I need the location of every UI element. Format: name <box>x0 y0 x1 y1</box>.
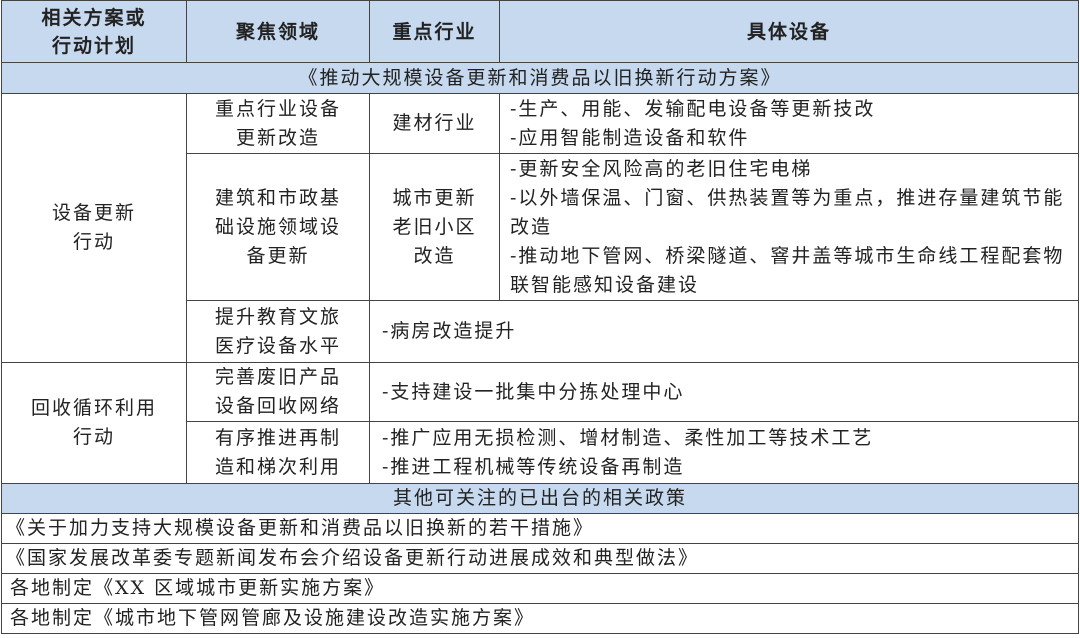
table-row: 建筑和市政基础设施领域设备更新 城市更新老旧小区改造 -更新安全风险高的老旧住宅… <box>2 153 1079 301</box>
industry-cell: 建材行业 <box>369 93 500 154</box>
table-row: 提升教育文旅医疗设备水平 -病房改造提升 <box>2 300 1079 363</box>
policy-cell: 《关于加力支持大规模设备更新和消费品以旧换新的若干措施》 <box>1 513 1079 544</box>
table-row: 设备更新行动 重点行业设备更新改造 建材行业 -生产、用能、发输配电设备等更新技… <box>1 93 1079 363</box>
equipment-item: -推进工程机械等传统设备再制造 <box>382 455 685 478</box>
area-cell: 完善废旧产品设备回收网络 <box>186 362 370 422</box>
policy-row: 各地制定《XX 区域城市更新实施方案》 <box>1 573 1079 604</box>
equipment-item: -支持建设一批集中分拣处理中心 <box>382 380 685 403</box>
policy-row: 《关于加力支持大规模设备更新和消费品以旧换新的若干措施》 <box>1 513 1079 544</box>
equipment-item: -生产、用能、发输配电设备等更新技改 <box>510 97 876 120</box>
equipment-item: -推动地下管网、桥梁隧道、窨井盖等城市生命线工程配套物联智能感知设备建设 <box>510 244 1065 296</box>
policy-row: 《国家发展改革委专题新闻发布会介绍设备更新行动进展成效和典型做法》 <box>1 543 1079 574</box>
equipment-item: -病房改造提升 <box>382 320 517 342</box>
table-row: 有序推进再制造和梯次利用 -推广应用无损检测、增材制造、柔性加工等技术工艺 -推… <box>2 421 1079 484</box>
section-banner: 其他可关注的已出台的相关政策 <box>1 483 1079 514</box>
section-banner: 《推动大规模设备更新和消费品以旧换新行动方案》 <box>1 62 1079 94</box>
equipment-item: -以外墙保温、门窗、供热装置等为重点，推进存量建筑节能改造 <box>510 186 1065 238</box>
plan-cell: 设备更新行动 <box>1 93 187 363</box>
policy-row: 各地制定《城市地下管网管廊及设施建设改造实施方案》 <box>1 603 1079 634</box>
banner-row: 其他可关注的已出台的相关政策 <box>1 483 1079 514</box>
banner-row: 《推动大规模设备更新和消费品以旧换新行动方案》 <box>1 62 1079 94</box>
area-cell: 重点行业设备更新改造 <box>186 93 370 154</box>
equipment-cell: -支持建设一批集中分拣处理中心 <box>369 362 1079 422</box>
header-plan: 相关方案或行动计划 <box>1 0 187 63</box>
plan-cell: 回收循环利用行动 <box>1 362 187 484</box>
header-industry: 重点行业 <box>369 0 500 63</box>
equipment-cell: -推广应用无损检测、增材制造、柔性加工等技术工艺 -推进工程机械等传统设备再制造 <box>369 421 1079 484</box>
equipment-item: -更新安全风险高的老旧住宅电梯 <box>510 157 813 180</box>
equipment-item: -应用智能制造设备和软件 <box>510 126 750 149</box>
equipment-cell: -生产、用能、发输配电设备等更新技改 -应用智能制造设备和软件 <box>499 93 1079 154</box>
area-cell: 有序推进再制造和梯次利用 <box>186 421 370 484</box>
policy-cell: 《国家发展改革委专题新闻发布会介绍设备更新行动进展成效和典型做法》 <box>1 543 1079 574</box>
policy-cell: 各地制定《城市地下管网管廊及设施建设改造实施方案》 <box>1 603 1079 634</box>
area-cell: 建筑和市政基础设施领域设备更新 <box>186 153 370 301</box>
equipment-item: -推广应用无损检测、增材制造、柔性加工等技术工艺 <box>382 426 874 449</box>
header-area: 聚焦领域 <box>186 0 370 63</box>
header-equipment: 具体设备 <box>499 0 1079 63</box>
industry-cell: 城市更新老旧小区改造 <box>369 153 500 301</box>
policy-cell: 各地制定《XX 区域城市更新实施方案》 <box>1 573 1079 604</box>
equipment-cell: -病房改造提升 <box>369 300 1079 363</box>
area-cell: 提升教育文旅医疗设备水平 <box>186 300 370 363</box>
header-row: 相关方案或行动计划 聚焦领域 重点行业 具体设备 <box>1 0 1079 63</box>
table-row: 回收循环利用行动 完善废旧产品设备回收网络 -支持建设一批集中分拣处理中心 <box>1 362 1079 484</box>
equipment-cell: -更新安全风险高的老旧住宅电梯 -以外墙保温、门窗、供热装置等为重点，推进存量建… <box>499 153 1079 301</box>
